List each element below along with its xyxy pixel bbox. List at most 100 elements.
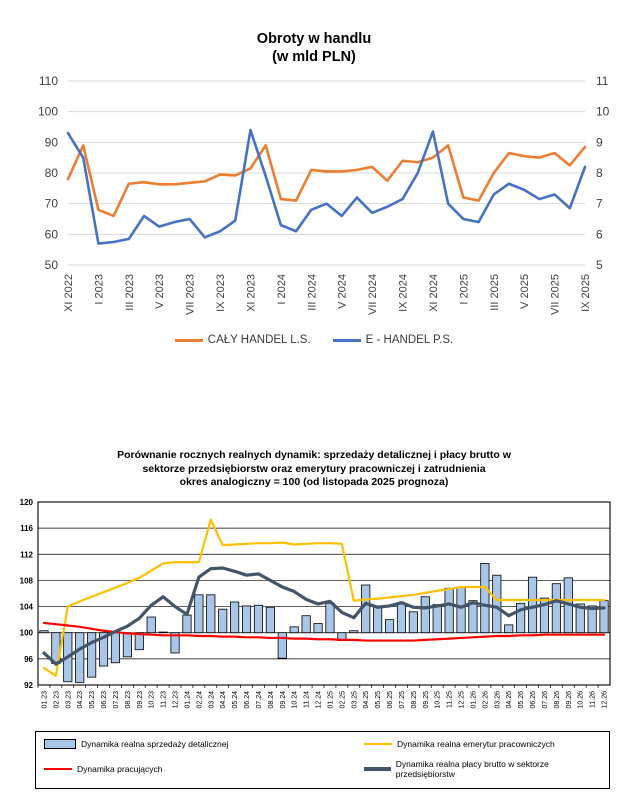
legend-label-sprzedaz: Dynamika realna sprzedaży detalicznej [81,739,229,749]
left-axis-tick-label: 110 [39,74,58,88]
x-axis-tick-label: 06.24 [244,691,251,709]
series-line-e-handel [66,128,587,245]
top-chart-title: Obroty w handlu [256,31,372,47]
y-axis-tick-label: 104 [20,603,34,612]
x-axis-tick-label: 04.24 [220,691,227,709]
left-axis-tick-label: 50 [45,258,59,272]
bar [408,611,418,634]
x-axis-tick-label: 10.26 [578,691,585,709]
bottom-chart-title-block: Porównanie rocznych realnych dynamik: sp… [0,449,628,490]
legend-item-caly-handel: CAŁY HANDEL L.S. [174,334,311,346]
bottom-chart-legend: Dynamika realna sprzedaży detalicznej Dy… [35,731,610,789]
plot-border [37,501,611,686]
left-axis-tick-label: 80 [45,166,59,180]
bar [575,603,585,634]
x-axis-tick-label: 07.24 [256,691,263,709]
x-axis-tick-label: VII 2025 [550,274,562,315]
x-axis-tick-label: I 2024 [276,274,288,305]
y-axis-tick-label: 100 [20,629,34,638]
bottom-chart-title-line1: Porównanie rocznych realnych dynamik: sp… [117,449,511,461]
x-axis-tick-label: V 2025 [519,274,531,309]
pracujacy-line-swatch [44,768,72,770]
bar [551,583,561,634]
x-axis-tick-label: V 2023 [154,274,166,309]
x-axis-tick-label: 06.25 [387,691,394,709]
x-axis-tick-label: III 2025 [489,274,501,311]
x-axis-tick-label: 11.23 [161,691,168,708]
x-axis-tick-label: 03.24 [208,691,215,709]
y-axis-tick-label: 96 [24,655,33,664]
legend-item-placa: Dynamika realna płacy brutto w sektorze … [364,759,601,779]
bar [539,597,550,634]
x-axis-tick-label: 10.24 [292,691,299,709]
legend-label-emerytury: Dynamika realna emerytur pracowniczych [397,739,555,749]
x-axis-tick-label: 09.26 [566,691,573,709]
x-axis-tick-label: IX 2023 [215,274,227,312]
bar [325,602,335,634]
bar [456,586,466,634]
right-axis-tick-label: 5 [596,258,603,272]
x-axis-tick-label: 01.26 [470,691,477,709]
right-axis-tick-label: 7 [596,197,603,211]
x-axis-tick-label: 03.25 [351,691,358,709]
bar [265,606,275,634]
sprzedaz-bar-swatch [44,739,76,749]
bar [420,596,430,634]
x-axis-tick-label: 08.24 [268,691,275,709]
bar [122,632,132,658]
bar [527,576,538,634]
x-axis-tick-label: 05.23 [89,691,96,709]
x-axis-tick-label: 12.25 [459,691,466,709]
x-axis-tick-label: 01.24 [184,691,191,709]
legend-item-sprzedaz: Dynamika realna sprzedaży detalicznej [44,739,364,749]
legend-label-caly-handel: CAŁY HANDEL L.S. [207,334,311,346]
x-axis-tick-label: 04.23 [77,691,84,709]
x-axis-tick-label: I 2023 [93,274,105,305]
bottom-chart-gridlines [38,501,610,686]
bottom-chart-x-labels: 01.23 02.23 03.23 04.23 05.23 06.23 07.23 08.23… [37,685,609,709]
bar [87,632,97,678]
bar [98,632,109,667]
top-chart-gridlines [68,80,585,266]
bottom-chart-title-line2: sektorze przedsiębiorstw oraz emerytury … [142,462,486,475]
bar [432,604,442,634]
x-axis-tick-label: 11.25 [447,691,454,708]
right-axis-tick-label: 8 [596,166,603,180]
x-axis-tick-label: 02.23 [53,691,60,709]
bar [230,601,240,634]
x-axis-tick-label: 11.26 [590,691,597,708]
bar [444,587,454,634]
bar [289,626,299,634]
x-axis-tick-label: XI 2023 [245,274,257,312]
caly-handel-line-swatch [174,338,203,342]
bar [599,600,609,634]
bar [373,605,383,634]
x-axis-tick-label: 08.23 [125,691,132,709]
x-axis-tick-label: V 2024 [337,274,349,309]
x-axis-tick-label: 02.25 [339,691,346,709]
top-chart-x-labels: XI 2022 I 2023 III 2023 V 2023 VII 2023 IX 20… [63,274,592,315]
x-axis-tick-label: 07.25 [399,691,406,709]
x-axis-tick-label: 10.23 [149,691,156,709]
x-axis-tick-label: 01.25 [327,691,334,709]
left-axis-tick-label: 60 [45,227,59,241]
y-axis-tick-label: 92 [24,681,33,690]
right-axis-tick-label: 11 [596,74,609,88]
x-axis-tick-label: XI 2022 [63,274,75,312]
bar [170,632,180,654]
series-line-caly-handel [66,144,587,218]
bar [301,615,311,634]
x-axis-tick-label: 09.25 [423,691,430,709]
x-axis-tick-label: 03.26 [494,691,501,709]
bar [492,574,502,634]
x-axis-tick-label: 10.25 [435,691,442,709]
bar [277,632,287,659]
bars-group [39,563,609,683]
top-chart-title-block: Obroty w handlu (w mld PLN) [0,30,628,66]
bar [194,594,204,634]
x-axis-tick-label: 09.24 [280,691,287,709]
bottom-chart-title-line3: okres analogiczny = 100 (od listopada 20… [179,476,449,488]
y-axis-tick-label: 120 [20,498,34,507]
